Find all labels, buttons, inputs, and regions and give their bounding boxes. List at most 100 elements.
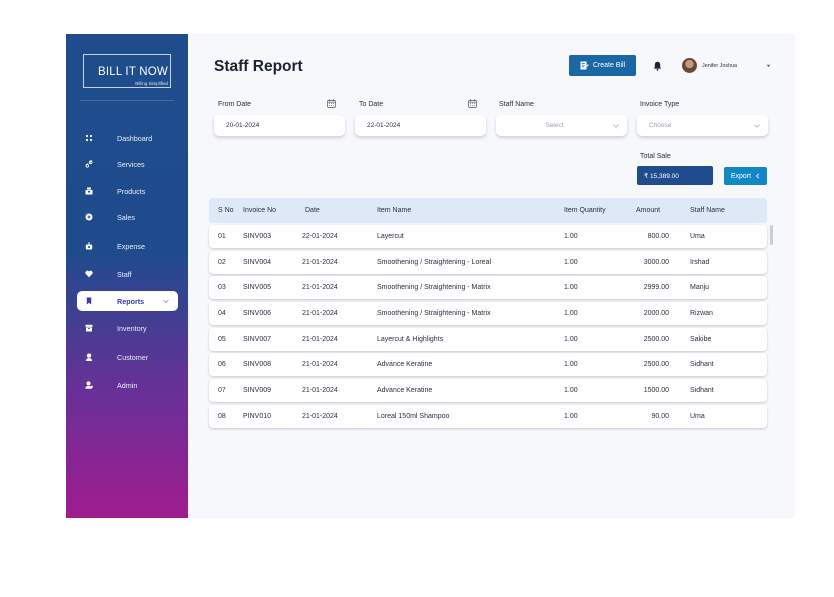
cell-item-quantity: 1.00 <box>564 259 578 266</box>
staff-name-placeholder: Select <box>545 122 564 129</box>
sidebar-item-label: Products <box>117 186 146 196</box>
cell-staff-name: Sidhant <box>690 361 714 368</box>
staff-name-select[interactable]: Select <box>496 115 627 136</box>
cell-staff-name: Uma <box>690 413 705 420</box>
to-date-label: To Date <box>359 101 384 108</box>
cell-amount: 2500.00 <box>643 336 669 343</box>
sidebar-item-inventory[interactable]: Inventory <box>77 318 178 338</box>
table-row[interactable]: 08 PINV010 21-01-2024 Loreal 150ml Shamp… <box>209 405 767 428</box>
sidebar-item-staff[interactable]: Staff <box>77 264 178 284</box>
export-button[interactable]: Export <box>724 167 767 185</box>
cell-staff-name: Sidhant <box>690 387 714 394</box>
cell-item-quantity: 1.00 <box>564 310 578 317</box>
inventory-icon <box>77 324 101 332</box>
create-bill-button[interactable]: Create Bill <box>569 55 636 76</box>
table-row[interactable]: 05 SINV007 21-01-2024 Layercut & Highlig… <box>209 328 767 351</box>
cell-invoice-no: SINV005 <box>243 284 272 291</box>
table-row[interactable]: 01 SINV003 22-01-2024 Layercut 1.00 800.… <box>209 225 767 248</box>
cell-staff-name: Rizwan <box>690 310 713 317</box>
link-icon <box>77 160 101 168</box>
column-header: Item Name <box>377 207 412 214</box>
sidebar-item-label: Admin <box>117 380 138 390</box>
chevron-down-icon <box>754 124 760 128</box>
sidebar-item-customer[interactable]: Customer <box>77 347 178 367</box>
cell-item-quantity: 1.00 <box>564 284 578 291</box>
cell-item-quantity: 1.00 <box>564 336 578 343</box>
cell-invoice-no: SINV008 <box>243 361 272 368</box>
cell-date: 21-01-2024 <box>302 413 338 420</box>
cell-item-name: Layercut & Highlights <box>377 336 444 343</box>
total-sale-value: ₹ 15,389.00 <box>637 166 713 185</box>
sidebar-item-label: Expense <box>117 241 145 251</box>
brand-title: BILL IT NOW <box>98 66 168 78</box>
app-window: BILL IT NOW Billing Simplified Dashboard… <box>66 34 795 518</box>
sidebar-item-admin[interactable]: Admin <box>77 375 178 395</box>
sidebar: BILL IT NOW Billing Simplified Dashboard… <box>66 34 188 518</box>
cell-amount: 800.00 <box>647 233 669 240</box>
column-header: Invoice No <box>243 207 277 214</box>
sidebar-item-label: Inventory <box>117 323 147 333</box>
cell-item-name: Advance Keratine <box>377 361 433 368</box>
column-header: Staff Name <box>690 207 725 214</box>
cell-item-quantity: 1.00 <box>564 387 578 394</box>
cell-item-quantity: 1.00 <box>564 233 578 240</box>
table-scrollbar[interactable] <box>770 225 773 245</box>
sidebar-item-label: Staff <box>117 269 132 279</box>
sidebar-item-services[interactable]: Services <box>77 154 178 174</box>
cell-amount: 3000.00 <box>643 259 669 266</box>
cell-date: 21-01-2024 <box>302 284 338 291</box>
invoice-type-select[interactable]: Choose <box>637 115 768 136</box>
cell-sno: 04 <box>218 310 226 317</box>
bill-icon <box>580 61 589 70</box>
cell-staff-name: Irshad <box>690 259 710 266</box>
chevron-down-icon <box>163 299 169 304</box>
cell-item-name: Smoothening / Straightening - Matrix <box>377 284 491 291</box>
cell-sno: 07 <box>218 387 226 394</box>
brand-logo[interactable]: BILL IT NOW Billing Simplified <box>83 54 171 88</box>
cell-item-name: Smoothening / Straightening - Matrix <box>377 310 491 317</box>
sidebar-item-reports[interactable]: Reports <box>77 291 178 311</box>
sales-icon <box>77 213 101 221</box>
caret-down-icon[interactable] <box>766 64 771 68</box>
cell-date: 22-01-2024 <box>302 233 338 240</box>
cell-date: 21-01-2024 <box>302 361 338 368</box>
user-name[interactable]: Jenifer Joshua <box>702 63 738 69</box>
table-row[interactable]: 07 SINV009 21-01-2024 Advance Keratine 1… <box>209 379 767 402</box>
cell-staff-name: Sakibe <box>690 336 712 343</box>
cell-date: 21-01-2024 <box>302 310 338 317</box>
sidebar-item-products[interactable]: Products <box>77 181 178 201</box>
table-row[interactable]: 04 SINV006 21-01-2024 Smoothening / Stra… <box>209 302 767 325</box>
cell-sno: 06 <box>218 361 226 368</box>
table-header: S No Invoice No Date Item Name Item Quan… <box>209 198 767 223</box>
cell-item-name: Advance Keratine <box>377 387 433 394</box>
cell-staff-name: Manju <box>690 284 710 291</box>
table-row[interactable]: 06 SINV008 21-01-2024 Advance Keratine 1… <box>209 353 767 376</box>
sidebar-item-expense[interactable]: Expense <box>77 236 178 256</box>
page-title: Staff Report <box>214 58 303 75</box>
table-row[interactable]: 02 SINV004 21-01-2024 Smoothening / Stra… <box>209 251 767 274</box>
cell-item-quantity: 1.00 <box>564 361 578 368</box>
sidebar-item-dashboard[interactable]: Dashboard <box>77 128 178 148</box>
sidebar-item-sales[interactable]: Sales <box>77 207 178 227</box>
calendar-icon[interactable] <box>327 99 336 108</box>
create-bill-label: Create Bill <box>592 62 626 69</box>
calendar-icon[interactable] <box>468 99 477 108</box>
grid-icon <box>77 134 101 142</box>
bell-icon[interactable] <box>653 61 662 71</box>
column-header: S No <box>218 207 234 214</box>
avatar[interactable] <box>682 58 697 73</box>
to-date-field[interactable]: 22-01-2024 <box>355 115 486 136</box>
expense-icon <box>77 242 101 250</box>
from-date-field[interactable]: 20-01-2024 <box>214 115 345 136</box>
cell-amount: 2000.00 <box>643 310 669 317</box>
cell-staff-name: Uma <box>690 233 705 240</box>
brand-tagline: Billing Simplified <box>135 81 168 86</box>
table-row[interactable]: 03 SINV005 21-01-2024 Smoothening / Stra… <box>209 276 767 299</box>
cell-item-name: Loreal 150ml Shampoo <box>377 413 450 420</box>
from-date-label: From Date <box>218 101 252 108</box>
column-header: Item Quantity <box>564 207 606 214</box>
bookmark-icon <box>77 297 101 305</box>
cell-invoice-no: SINV004 <box>243 259 272 266</box>
sidebar-item-label: Services <box>117 159 145 169</box>
invoice-type-label: Invoice Type <box>640 101 680 108</box>
